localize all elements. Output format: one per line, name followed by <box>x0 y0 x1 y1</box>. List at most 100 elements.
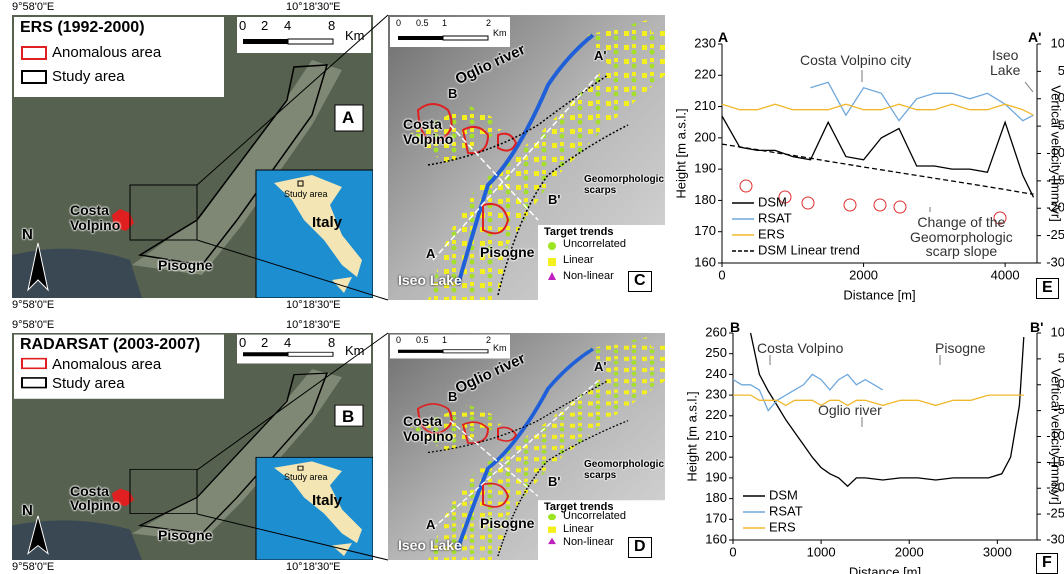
map-label: Pisogne <box>480 245 534 260</box>
x-tick-label: 3000 <box>983 544 1012 559</box>
scale-label: 2 <box>486 336 491 345</box>
scale-label: 0 <box>239 19 246 33</box>
x-tick-label: 0 <box>718 267 725 282</box>
legend-label: RSAT <box>769 503 803 518</box>
place-label: Pisogne <box>158 528 212 543</box>
x-tick-label: 2000 <box>849 267 878 282</box>
scale-label: 4 <box>284 19 291 33</box>
legend-label: DSM Linear trend <box>758 242 860 257</box>
map-label: B' <box>548 475 560 489</box>
y2-tick-label: 10 <box>1051 324 1064 339</box>
legend-label: Linear <box>563 524 594 536</box>
place-label: Pisogne <box>158 258 212 273</box>
y-tick-label: 210 <box>705 428 727 443</box>
map-label: A <box>426 518 435 532</box>
y-tick-label: 260 <box>705 324 727 339</box>
x-tick-label: 0 <box>729 544 736 559</box>
series-line <box>811 82 1034 120</box>
x-axis-label: Distance [m] <box>843 287 915 302</box>
map-label: Costa Volpino <box>403 414 453 443</box>
annotation: Pisogne <box>935 341 986 356</box>
map-label: Iseo Lake <box>398 538 462 553</box>
y-tick-label: 200 <box>694 129 716 144</box>
series-line <box>722 104 1034 115</box>
coordinate-label: 10°18'30"E <box>286 2 340 14</box>
figure-graphics: 160170180190200210220230-30-25-20-15-10-… <box>0 0 1064 574</box>
y2-tick-label: 5 <box>1058 350 1064 365</box>
panel-letter: D <box>628 537 652 558</box>
y-axis-label: Height [m a.s.l.] <box>673 108 688 198</box>
scale-label: 0 <box>396 336 401 345</box>
scale-label: 2 <box>261 336 268 350</box>
y-tick-label: 230 <box>694 35 716 50</box>
x-tick-label: 1000 <box>807 544 836 559</box>
legend-label: Anomalous area <box>52 357 161 373</box>
inset-label: Study area <box>284 473 328 482</box>
y-tick-label: 250 <box>705 345 727 360</box>
legend-label: ERS <box>769 519 796 534</box>
y-tick-label: 220 <box>705 407 727 422</box>
scale-label: 0.5 <box>416 336 429 345</box>
annotation: Iseo Lake <box>990 48 1020 77</box>
scale-unit: Km <box>345 344 365 358</box>
y-tick-label: 210 <box>694 98 716 113</box>
coordinate-label: 9°58'0"E <box>12 562 54 574</box>
legend-label: Uncorrelated <box>563 511 626 523</box>
scale-label: 0 <box>239 336 246 350</box>
legend-label: ERS <box>758 226 785 241</box>
legend-label: Non-linear <box>563 271 614 283</box>
series-line <box>722 116 1034 197</box>
legend-label: Study area <box>52 376 125 392</box>
north-label: N <box>22 227 33 243</box>
coordinate-label: 9°58'0"E <box>12 300 54 312</box>
y-axis-label: Height [m a.s.l.] <box>684 391 699 481</box>
map-label: Geomorphologic scarps <box>584 460 664 481</box>
coordinate-label: 9°58'0"E <box>12 320 54 332</box>
annotation: Costa Volpino city <box>800 53 911 68</box>
y2-tick-label: -30 <box>1046 254 1064 269</box>
map-label: Geomorphologic scarps <box>584 175 664 196</box>
scale-label: 8 <box>328 336 335 350</box>
scale-label: 4 <box>284 336 291 350</box>
scale-label: 1 <box>442 19 447 28</box>
annotation: Change of the Geomorphologic scarp slope <box>910 215 1013 259</box>
annotation: B <box>730 320 740 335</box>
map-label: A' <box>594 49 606 63</box>
y-tick-label: 160 <box>694 254 716 269</box>
x-tick-label: 2000 <box>895 544 924 559</box>
scale-unit: Km <box>493 344 507 353</box>
y2-tick-label: -25 <box>1046 506 1064 521</box>
map-title: RADARSAT (2003-2007) <box>20 337 200 354</box>
coordinate-label: 9°58'0"E <box>12 2 54 14</box>
map-label: B <box>448 390 457 404</box>
legend-label: Uncorrelated <box>563 239 626 251</box>
map-label: B <box>448 87 457 101</box>
annotation: Oglio river <box>818 403 882 418</box>
y-tick-label: 180 <box>705 490 727 505</box>
x-tick-label: 4000 <box>991 267 1020 282</box>
y2-axis-label: Vertical velocity [mm/yr] <box>1049 85 1064 222</box>
legend-label: Study area <box>52 69 125 85</box>
x-axis-label: Distance [m] <box>849 564 921 574</box>
y-tick-label: 190 <box>694 161 716 176</box>
y2-axis-label: Vertical velocity [mm/yr] <box>1049 368 1064 505</box>
y2-tick-label: -30 <box>1046 531 1064 546</box>
map-label: B' <box>548 193 560 207</box>
coordinate-label: 10°18'30"E <box>286 562 340 574</box>
scale-label: 0 <box>396 19 401 28</box>
y-tick-label: 240 <box>705 366 727 381</box>
map-label: Costa Volpino <box>403 117 453 146</box>
map-label: Iseo Lake <box>398 273 462 288</box>
panel-letter: E <box>1036 278 1059 299</box>
y2-tick-label: -25 <box>1046 227 1064 242</box>
y2-tick-label: 5 <box>1058 63 1064 78</box>
map-label: A <box>426 247 435 261</box>
panel-letter: B <box>342 408 354 426</box>
annotation: A <box>718 30 728 45</box>
figure: 160170180190200210220230-30-25-20-15-10-… <box>0 0 1064 574</box>
scale-unit: Km <box>345 29 365 43</box>
y-tick-label: 220 <box>694 67 716 82</box>
inset-label: Italy <box>312 493 342 509</box>
map-label: A' <box>594 360 606 374</box>
series-line <box>722 144 1034 194</box>
